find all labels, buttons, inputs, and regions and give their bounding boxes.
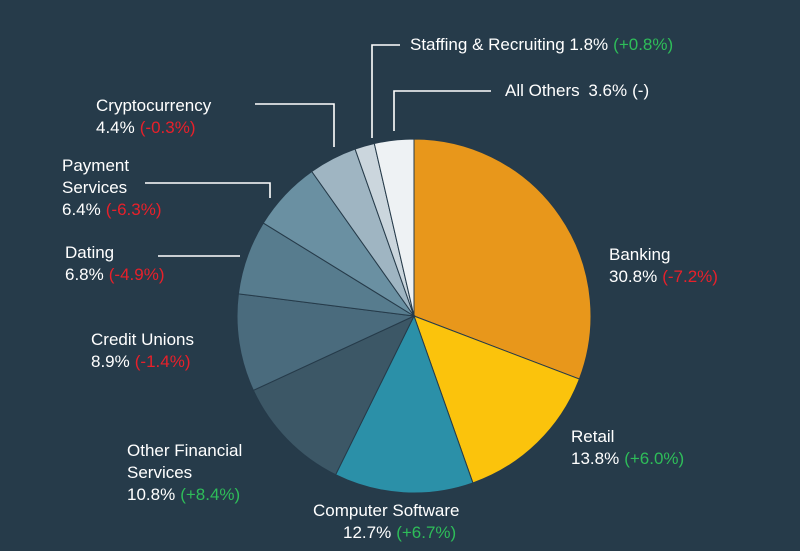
label-credit-unions-percent: 8.9% xyxy=(91,352,130,371)
label-cryptocurrency-percent: 4.4% xyxy=(96,118,135,137)
label-payment-services-name-line2: Services xyxy=(62,178,128,197)
label-retail-change: (+6.0%) xyxy=(624,449,685,468)
pie-slice-credit-unions xyxy=(236,293,416,392)
label-banking-change: (-7.2%) xyxy=(662,267,718,286)
label-credit-unions-change: (-1.4%) xyxy=(134,352,191,371)
label-dating-change: (-4.9%) xyxy=(108,265,165,284)
pie-slice-other-financial-services xyxy=(252,314,416,476)
leader-line-all-others xyxy=(393,90,491,131)
label-dating: Dating 6.8% (-4.9%) xyxy=(65,242,164,286)
label-credit-unions-name: Credit Unions xyxy=(91,330,194,349)
label-computer-software-name: Computer Software xyxy=(313,501,460,520)
label-credit-unions: Credit Unions 8.9% (-1.4%) xyxy=(91,329,194,373)
pie-slice-retail xyxy=(413,315,581,484)
label-payment-services: Payment Services 6.4% (-6.3%) xyxy=(62,155,161,221)
label-other-financial-services-name-line2: Services xyxy=(127,463,193,482)
label-all-others: All Others 3.6% (-) xyxy=(505,80,649,102)
label-computer-software: Computer Software 12.7% (+6.7%) xyxy=(313,500,459,544)
pie-slices xyxy=(236,138,592,494)
label-staffing-recruiting-percent: 1.8% xyxy=(569,35,609,54)
pie-slice-computer-software xyxy=(334,314,474,494)
leader-line-staffing xyxy=(371,44,400,138)
label-cryptocurrency: Cryptocurrency 4.4% (-0.3%) xyxy=(96,95,211,139)
label-cryptocurrency-name: Cryptocurrency xyxy=(96,96,212,115)
pie-slice-banking xyxy=(413,138,592,380)
label-computer-software-change: (+6.7%) xyxy=(396,523,457,542)
label-all-others-percent: 3.6% xyxy=(588,81,628,100)
label-payment-services-percent: 6.4% xyxy=(62,200,101,219)
label-computer-software-percent: 12.7% xyxy=(343,523,392,542)
label-retail: Retail 13.8% (+6.0%) xyxy=(571,426,684,470)
label-all-others-name: All Others xyxy=(505,81,580,100)
label-other-financial-services-name-line1: Other Financial xyxy=(127,441,243,460)
label-banking-name: Banking xyxy=(609,245,671,264)
label-staffing-recruiting-change: (+0.8%) xyxy=(613,35,674,54)
label-all-others-change: (-) xyxy=(632,81,650,100)
label-other-financial-services: Other Financial Services 10.8% (+8.4%) xyxy=(127,440,242,506)
label-cryptocurrency-change: (-0.3%) xyxy=(139,118,196,137)
label-retail-percent: 13.8% xyxy=(571,449,620,468)
label-dating-percent: 6.8% xyxy=(65,265,104,284)
label-staffing-recruiting-name: Staffing & Recruiting xyxy=(410,35,565,54)
label-staffing-recruiting: Staffing & Recruiting 1.8% (+0.8%) xyxy=(410,34,673,56)
leader-lines xyxy=(145,44,491,257)
label-payment-services-name-line1: Payment xyxy=(62,156,130,175)
label-retail-name: Retail xyxy=(571,427,615,446)
pie-slice-all-others xyxy=(373,138,415,317)
label-banking: Banking 30.8% (-7.2%) xyxy=(609,244,718,288)
label-other-financial-services-percent: 10.8% xyxy=(127,485,176,504)
leader-line-cryptocurrency xyxy=(255,103,335,147)
leader-line-payment-services xyxy=(145,182,271,198)
label-payment-services-change: (-6.3%) xyxy=(105,200,162,219)
label-dating-name: Dating xyxy=(65,243,115,262)
label-banking-percent: 30.8% xyxy=(609,267,658,286)
label-other-financial-services-change: (+8.4%) xyxy=(180,485,241,504)
